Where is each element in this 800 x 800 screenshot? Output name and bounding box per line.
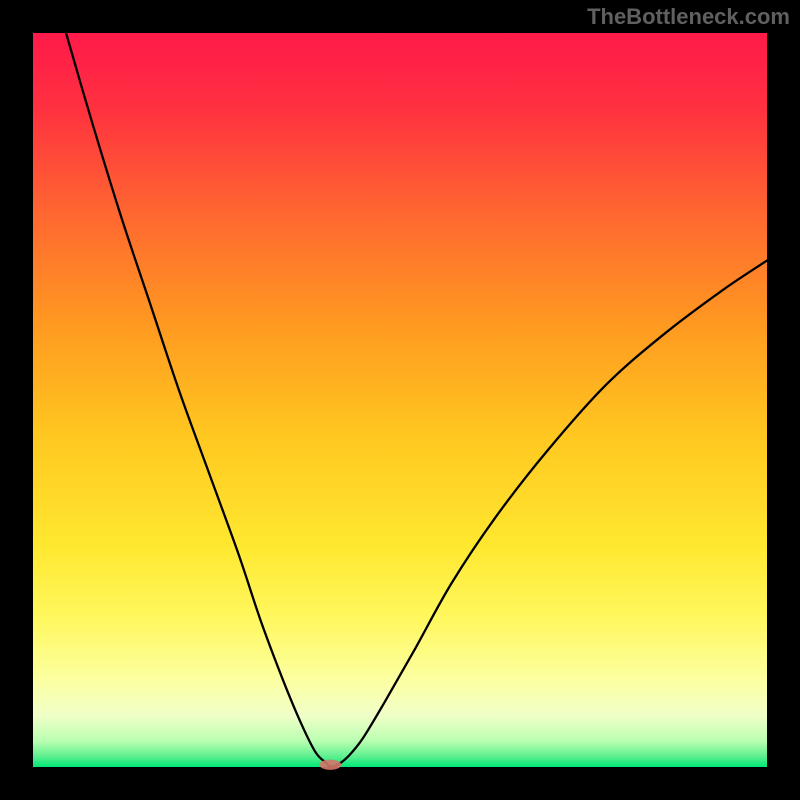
optimal-marker [319,760,341,770]
watermark-text: TheBottleneck.com [587,4,790,30]
chart-container: TheBottleneck.com [0,0,800,800]
bottleneck-chart [0,0,800,800]
plot-background [33,33,767,767]
